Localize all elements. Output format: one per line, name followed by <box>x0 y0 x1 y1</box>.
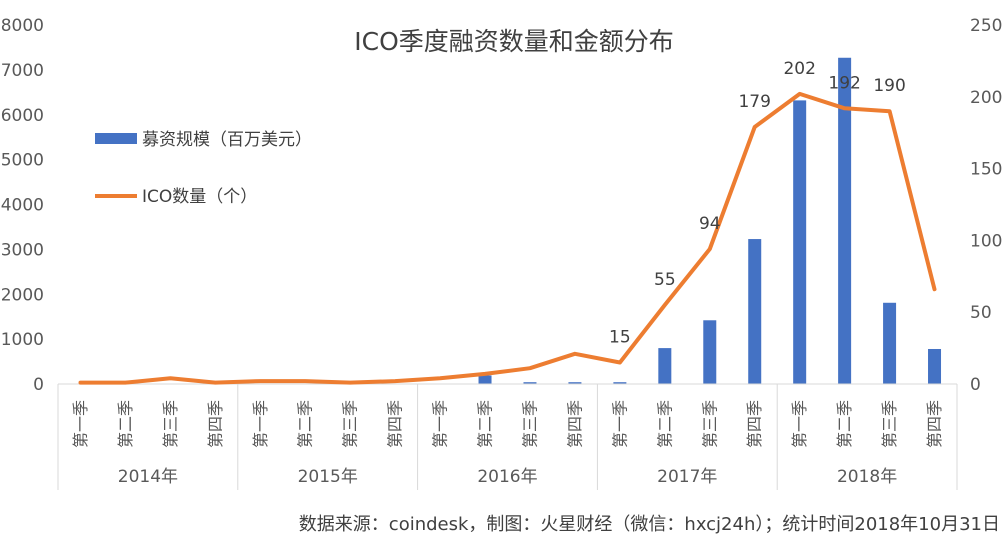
category-label: 第二季 <box>116 400 135 448</box>
y-right-tick: 250 <box>970 16 1002 36</box>
category-label: 第一季 <box>431 400 450 448</box>
y-right-tick: 200 <box>970 88 1002 108</box>
category-label: 第一季 <box>790 400 809 448</box>
data-label: 55 <box>654 270 676 290</box>
category-label: 第一季 <box>251 400 270 448</box>
category-label: 第三季 <box>341 400 360 448</box>
category-label: 第二季 <box>655 400 674 448</box>
data-label: 94 <box>699 214 721 234</box>
legend-label-bar: 募资规模（百万美元） <box>142 130 312 150</box>
y-left-tick: 7000 <box>1 61 44 81</box>
y-right-tick: 0 <box>970 375 981 395</box>
bar <box>478 375 492 384</box>
category-label: 第一季 <box>610 400 629 448</box>
y-left-tick: 3000 <box>1 240 44 260</box>
y-left-tick: 6000 <box>1 106 44 126</box>
bar <box>928 348 942 384</box>
data-labels: 15 55 94 179 202 192 190 <box>609 59 906 348</box>
year-label: 2016年 <box>477 467 537 487</box>
category-label: 第四季 <box>386 400 405 448</box>
data-label: 192 <box>828 73 860 93</box>
bar <box>838 57 852 384</box>
bar <box>658 348 672 384</box>
bar <box>883 302 897 384</box>
y-right-tick: 50 <box>970 303 992 323</box>
category-label: 第二季 <box>835 400 854 448</box>
y-left-tick: 8000 <box>1 16 44 36</box>
legend: 募资规模（百万美元） ICO数量（个） <box>95 130 312 207</box>
ico-count-line <box>78 91 937 385</box>
data-label: 179 <box>738 92 770 112</box>
data-label: 15 <box>609 327 631 347</box>
data-label: 190 <box>873 76 905 96</box>
bar <box>793 100 807 384</box>
category-label: 第二季 <box>476 400 495 448</box>
bar-series <box>73 57 942 384</box>
category-label: 第三季 <box>520 400 539 448</box>
y-right-tick: 150 <box>970 160 1002 180</box>
data-label: 202 <box>783 59 815 79</box>
category-label: 第四季 <box>565 400 584 448</box>
category-label: 第二季 <box>296 400 315 448</box>
y-left-tick: 1000 <box>1 330 44 350</box>
year-label: 2017年 <box>657 467 717 487</box>
category-label: 第四季 <box>925 400 944 448</box>
bar <box>748 239 762 384</box>
category-label: 第四季 <box>745 400 764 448</box>
axes: 2014年 2015年 2016年 2017年 2018年 第一季 第二季 第三季 第四季 第一季… <box>1 16 1002 490</box>
category-label: 第三季 <box>880 400 899 448</box>
category-label: 第三季 <box>700 400 719 448</box>
bar <box>703 320 717 384</box>
year-label: 2014年 <box>118 467 178 487</box>
bar <box>568 382 582 384</box>
year-label: 2015年 <box>298 467 358 487</box>
y-left-tick: 5000 <box>1 151 44 171</box>
legend-swatch-bar <box>95 133 137 144</box>
category-label: 第一季 <box>71 400 90 448</box>
category-label: 第三季 <box>161 400 180 448</box>
y-left-tick: 0 <box>33 375 44 395</box>
line-series <box>78 91 937 385</box>
y-left-tick: 2000 <box>1 285 44 305</box>
source-note: 数据来源：coindesk，制图：火星财经（微信：hxcj24h）；统计时间20… <box>298 514 1000 535</box>
y-left-tick: 4000 <box>1 196 44 216</box>
legend-label-line: ICO数量（个） <box>142 187 257 207</box>
bar <box>613 382 627 384</box>
bar <box>523 382 537 384</box>
category-label: 第四季 <box>206 400 225 448</box>
year-label: 2018年 <box>837 467 897 487</box>
chart-title: ICO季度融资数量和金额分布 <box>354 27 674 56</box>
y-right-tick: 100 <box>970 231 1002 251</box>
